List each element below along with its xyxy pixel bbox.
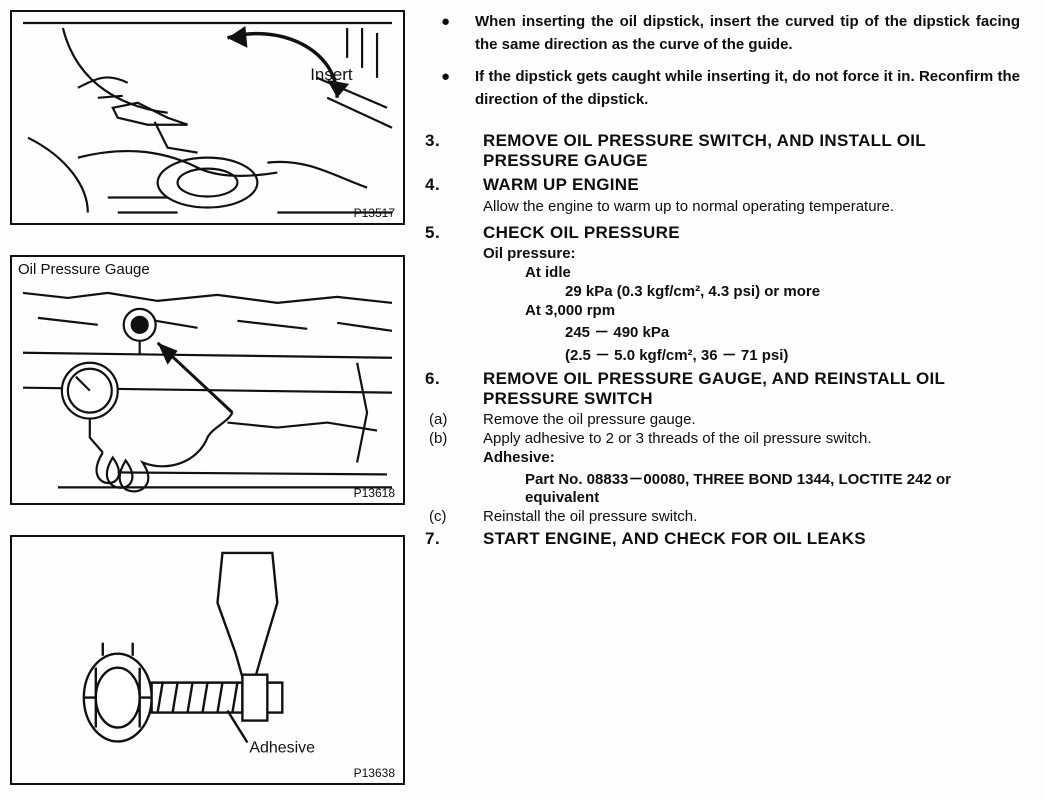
step-4-num: 4. [425,175,483,195]
step-6a-letter: (a) [425,411,483,428]
step-6b-letter: (b) [425,430,483,447]
step-6c-text: Reinstall the oil pressure switch. [483,508,697,525]
figure-2: Oil Pressure Gauge [10,255,405,505]
step-6b-text: Apply adhesive to 2 or 3 threads of the … [483,430,872,447]
step-6-num: 6. [425,369,483,389]
step-6c: (c) Reinstall the oil pressure switch. [425,508,1020,525]
step-6: 6. REMOVE OIL PRESSURE GAUGE, AND REINST… [425,369,1020,409]
step-4: 4. WARM UP ENGINE [425,175,1020,195]
figures-column: Insert P13517 Oil Pressure Gauge [10,10,405,785]
step-5-rpm-label: At 3,000 rpm [525,302,1020,319]
step-5-idle-value: 29 kPa (0.3 kgf/cm², 4.3 psi) or more [565,283,1020,300]
step-5-title: CHECK OIL PRESSURE [483,223,680,243]
figure-1-id: P13517 [354,206,395,220]
step-3-title: REMOVE OIL PRESSURE SWITCH, AND INSTALL … [483,131,1020,171]
step-3-num: 3. [425,131,483,151]
step-6c-letter: (c) [425,508,483,525]
adhesive-label: Adhesive [249,739,315,756]
step-5-rpm-value1: 245 － 490 kPa [565,321,1020,342]
step-5: 5. CHECK OIL PRESSURE [425,223,1020,243]
bullet-2: If the dipstick gets caught while insert… [425,65,1020,112]
step-7-title: START ENGINE, AND CHECK FOR OIL LEAKS [483,529,866,549]
note-bullets: When inserting the oil dipstick, insert … [425,10,1020,111]
figure-2-svg [18,263,397,497]
figure-3-svg: Adhesive [18,543,397,777]
step-7: 7. START ENGINE, AND CHECK FOR OIL LEAKS [425,529,1020,549]
step-5-rpm-value2: (2.5 － 5.0 kgf/cm², 36 － 71 psi) [565,344,1020,365]
step-4-title: WARM UP ENGINE [483,175,639,195]
step-6-adh-value: Part No. 08833－00080, THREE BOND 1344, L… [525,468,1020,506]
figure-3-id: P13638 [354,766,395,780]
figure-2-id: P13618 [354,486,395,500]
insert-label: Insert [310,65,353,84]
step-6-title: REMOVE OIL PRESSURE GAUGE, AND REINSTALL… [483,369,1020,409]
step-6a: (a) Remove the oil pressure gauge. [425,411,1020,428]
step-5-num: 5. [425,223,483,243]
step-5-spec-label: Oil pressure: [483,245,1020,262]
figure-2-label: Oil Pressure Gauge [18,261,150,278]
step-6b: (b) Apply adhesive to 2 or 3 threads of … [425,430,1020,447]
step-3: 3. REMOVE OIL PRESSURE SWITCH, AND INSTA… [425,131,1020,171]
figure-1-svg: Insert [18,18,397,217]
bullet-1: When inserting the oil dipstick, insert … [425,10,1020,57]
figure-3: Adhesive P13638 [10,535,405,785]
step-6-adh-label: Adhesive: [483,449,1020,466]
step-6a-text: Remove the oil pressure gauge. [483,411,696,428]
step-7-num: 7. [425,529,483,549]
text-column: When inserting the oil dipstick, insert … [425,10,1035,785]
step-5-idle-label: At idle [525,264,1020,281]
step-4-body: Allow the engine to warm up to normal op… [483,195,1020,219]
figure-1: Insert P13517 [10,10,405,225]
